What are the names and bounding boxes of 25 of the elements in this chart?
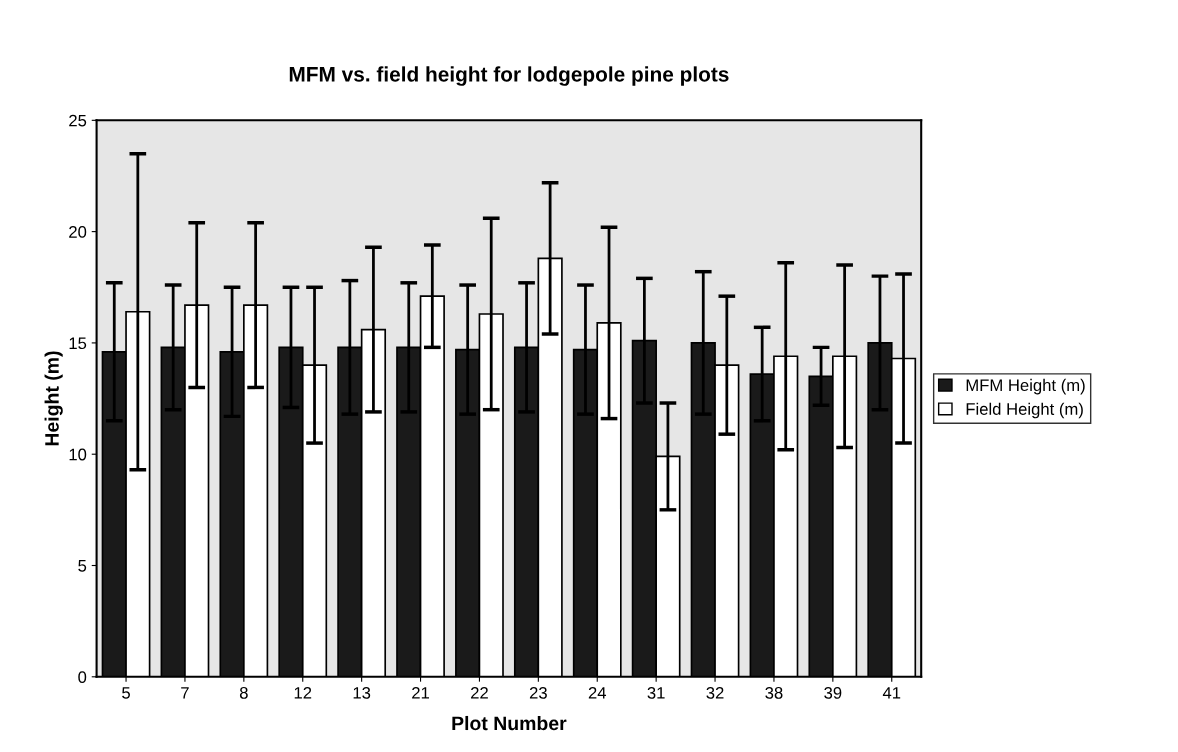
x-tick-label: 23 <box>529 686 547 699</box>
x-tick-label: 22 <box>471 686 488 699</box>
legend-label: MFM Height (m) <box>966 378 1085 395</box>
y-tick-label: 0 <box>78 671 87 683</box>
legend-label: Field Height (m) <box>966 402 1083 419</box>
y-tick-label: 10 <box>69 448 87 461</box>
x-tick-label: 24 <box>588 686 607 699</box>
x-tick-label: 8 <box>239 686 248 699</box>
x-tick-label: 32 <box>706 686 724 699</box>
y-tick-label: 25 <box>69 114 87 127</box>
x-tick-label: 38 <box>765 686 783 699</box>
y-tick-label: 5 <box>78 560 87 572</box>
x-tick-label: 31 <box>647 686 665 699</box>
y-axis-title: Height (m) <box>44 351 63 446</box>
y-tick-label: 20 <box>69 226 87 238</box>
x-tick-label: 7 <box>181 687 189 699</box>
x-axis-title: Plot Number <box>452 715 567 731</box>
x-tick-label: 39 <box>824 686 842 699</box>
x-tick-label: 13 <box>353 686 371 699</box>
x-tick-label: 12 <box>294 686 312 699</box>
x-tick-label: 5 <box>122 687 130 699</box>
x-tick-label: 41 <box>882 687 901 699</box>
y-tick-label: 15 <box>69 337 87 350</box>
chart-title: MFM vs. field height for lodgepole pine plots <box>289 66 729 86</box>
x-tick-label: 21 <box>412 686 429 699</box>
